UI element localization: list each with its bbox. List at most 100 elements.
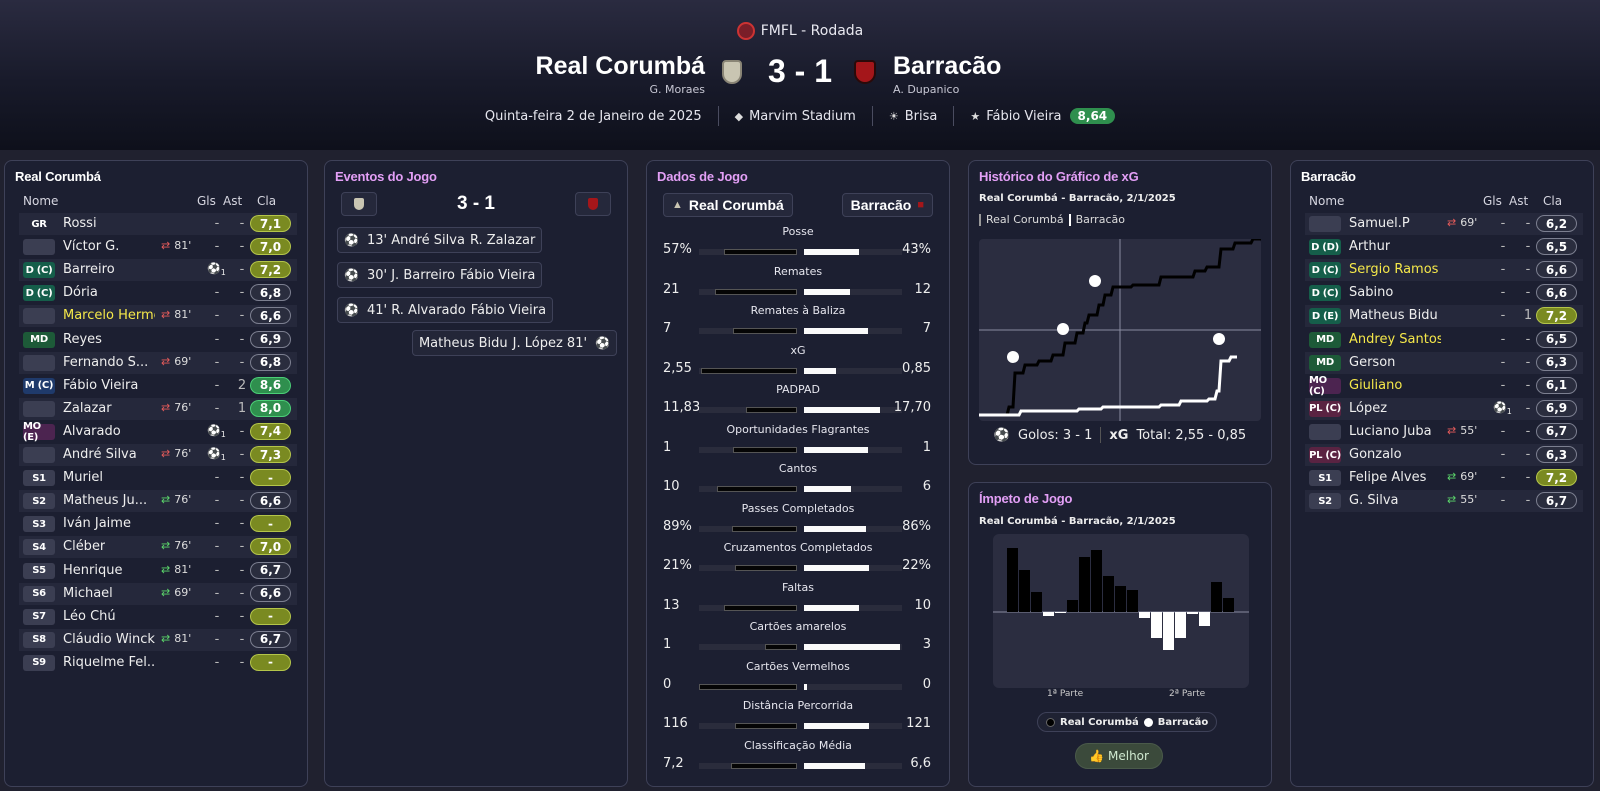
player-row[interactable]: MD Andrey Santos - -6,5 bbox=[1305, 329, 1583, 351]
col-name[interactable]: Nome bbox=[1309, 194, 1345, 208]
player-row[interactable]: D (C) Dória - -6,8 bbox=[19, 282, 297, 304]
player-row[interactable]: Fernando S... ⇄ 69' - -6,8 bbox=[19, 351, 297, 374]
player-name[interactable]: Sabino bbox=[1349, 285, 1394, 301]
player-name[interactable]: Dória bbox=[63, 285, 98, 301]
player-row[interactable]: S4 Cléber ⇄ 76' - -7,0 bbox=[19, 536, 297, 559]
player-row[interactable]: S6 Michael ⇄ 69' - -6,6 bbox=[19, 582, 297, 605]
player-name[interactable]: Michael bbox=[63, 585, 113, 601]
player-row[interactable]: D (C) Barreiro ⚽1-7,2 bbox=[19, 259, 297, 282]
best-button[interactable]: 👍 Melhor bbox=[1075, 743, 1163, 769]
event-minute: 81' bbox=[566, 335, 588, 351]
col-rating[interactable]: Cla bbox=[257, 194, 277, 208]
event-goal[interactable]: Matheus Bidu J. López 81' ⚽ bbox=[411, 330, 617, 356]
player-assists: - bbox=[1525, 377, 1531, 393]
player-row[interactable]: S1 Muriel - - - bbox=[19, 467, 297, 489]
player-name[interactable]: Giuliano bbox=[1349, 377, 1403, 393]
player-row[interactable]: S8 Cláudio Winck ⇄ 81' - -6,7 bbox=[19, 628, 297, 651]
player-name[interactable]: Riquelme Fel... bbox=[63, 654, 155, 670]
stat-home-value: 89% bbox=[663, 518, 692, 534]
player-row[interactable]: Luciano Juba ⇄ 55' - -6,7 bbox=[1305, 421, 1583, 443]
player-row[interactable]: S9 Riquelme Fel... - - - bbox=[19, 652, 297, 674]
competition[interactable]: FMFL - Rodada bbox=[0, 22, 1600, 40]
player-name[interactable]: Rossi bbox=[63, 216, 97, 231]
player-name[interactable]: Gerson bbox=[1349, 354, 1396, 370]
player-name[interactable]: Muriel bbox=[63, 470, 104, 486]
player-row[interactable]: S5 Henrique ⇄ 81' - -6,7 bbox=[19, 560, 297, 582]
player-row[interactable]: MO (C) Giuliano - -6,1 bbox=[1305, 375, 1583, 397]
momentum-title: Ímpeto de Jogo bbox=[979, 491, 1073, 506]
player-name[interactable]: Felipe Alves bbox=[1349, 470, 1427, 486]
away-mini-crest-icon bbox=[575, 192, 611, 216]
player-name[interactable]: Henrique bbox=[63, 562, 123, 578]
player-rating: 6,9 bbox=[250, 330, 291, 348]
player-row[interactable]: S1 Felipe Alves ⇄ 69' - -7,2 bbox=[1305, 467, 1583, 489]
player-name[interactable]: Gonzalo bbox=[1349, 447, 1402, 462]
player-name[interactable]: André Silva bbox=[63, 447, 137, 462]
event-goal[interactable]: ⚽ 41' R. Alvarado Fábio Vieira bbox=[337, 297, 554, 323]
player-row[interactable]: S3 Iván Jaime - - - bbox=[19, 513, 297, 535]
stat-away-value: 6,6 bbox=[910, 755, 931, 771]
player-name[interactable]: Arthur bbox=[1349, 239, 1391, 255]
player-name[interactable]: Marcelo Hermes bbox=[63, 308, 155, 324]
player-row[interactable]: S2 Matheus Ju... ⇄ 76' - -6,6 bbox=[19, 490, 297, 513]
home-team[interactable]: Real Corumbá G. Moraes bbox=[536, 52, 705, 96]
stats-away-team[interactable]: Barracão ■ bbox=[841, 193, 933, 217]
substitution-icon: ⇄ 81' bbox=[161, 239, 192, 253]
player-row[interactable]: André Silva ⇄ 76' ⚽1-7,3 bbox=[19, 444, 297, 466]
player-name[interactable]: Luciano Juba bbox=[1349, 423, 1432, 439]
player-row[interactable]: D (E) Matheus Bidu - 1 7,2 bbox=[1305, 305, 1583, 328]
player-name[interactable]: Fábio Vieira bbox=[63, 377, 139, 393]
player-name[interactable]: Léo Chú bbox=[63, 608, 116, 624]
player-name[interactable]: Iván Jaime bbox=[63, 516, 131, 532]
player-row[interactable]: PL (C) Gonzalo - -6,3 bbox=[1305, 444, 1583, 466]
col-assists[interactable]: Ast bbox=[1509, 194, 1529, 208]
away-team[interactable]: Barracão A. Dupanico bbox=[893, 52, 1001, 96]
col-name[interactable]: Nome bbox=[23, 194, 59, 208]
player-row[interactable]: MD Reyes - -6,9 bbox=[19, 329, 297, 351]
col-goals[interactable]: Gls bbox=[197, 194, 216, 208]
player-row[interactable]: PL (C) López ⚽1-6,9 bbox=[1305, 397, 1583, 420]
player-name[interactable]: Cléber bbox=[63, 539, 106, 555]
player-name[interactable]: G. Silva bbox=[1349, 493, 1399, 509]
legend-home-swatch bbox=[979, 213, 981, 226]
momentum-bar bbox=[1211, 582, 1222, 612]
player-name[interactable]: Zalazar bbox=[63, 400, 112, 416]
player-name[interactable]: López bbox=[1349, 400, 1388, 416]
player-row[interactable]: D (C) Sergio Ramos - -6,6 bbox=[1305, 259, 1583, 282]
player-row[interactable]: MD Gerson - -6,3 bbox=[1305, 351, 1583, 374]
player-row[interactable]: Víctor G. ⇄ 81' - -7,0 bbox=[19, 236, 297, 258]
sub-minute: 69' bbox=[174, 354, 192, 368]
event-goal[interactable]: ⚽ 13' André Silva R. Zalazar bbox=[337, 227, 543, 253]
col-assists[interactable]: Ast bbox=[223, 194, 243, 208]
player-row[interactable]: GR Rossi - -7,1 bbox=[19, 213, 297, 235]
player-name[interactable]: Barreiro bbox=[63, 262, 115, 278]
player-name[interactable]: Cláudio Winck bbox=[63, 631, 155, 647]
player-name[interactable]: Fernando S... bbox=[63, 354, 149, 370]
event-goal[interactable]: ⚽ 30' J. Barreiro Fábio Vieira bbox=[337, 262, 543, 288]
player-row[interactable]: D (D) Arthur - -6,5 bbox=[1305, 236, 1583, 258]
sub-minute: 76' bbox=[174, 493, 192, 507]
player-row[interactable]: MO (E) Alvarado ⚽1-7,4 bbox=[19, 421, 297, 443]
player-name[interactable]: Sergio Ramos bbox=[1349, 262, 1439, 278]
player-row[interactable]: Samuel.P ⇄ 69' - -6,2 bbox=[1305, 213, 1583, 235]
player-name[interactable]: Samuel.P bbox=[1349, 216, 1410, 231]
player-row[interactable]: Zalazar ⇄ 76' - 1 8,0 bbox=[19, 397, 297, 420]
col-rating[interactable]: Cla bbox=[1543, 194, 1563, 208]
player-name[interactable]: Matheus Ju... bbox=[63, 493, 148, 509]
player-assists: - bbox=[239, 562, 245, 578]
player-row[interactable]: D (C) Sabino - -6,6 bbox=[1305, 282, 1583, 304]
col-goals[interactable]: Gls bbox=[1483, 194, 1502, 208]
home-mini-crest-icon bbox=[341, 192, 377, 216]
player-of-match[interactable]: Fábio Vieira bbox=[986, 108, 1062, 124]
player-name[interactable]: Reyes bbox=[63, 331, 102, 347]
player-row[interactable]: S7 Léo Chú - - - bbox=[19, 606, 297, 628]
player-name[interactable]: Andrey Santos bbox=[1349, 331, 1441, 347]
player-name[interactable]: Víctor G. bbox=[63, 239, 120, 255]
player-row[interactable]: S2 G. Silva ⇄ 55' - -6,7 bbox=[1305, 490, 1583, 513]
stat-label: Cruzamentos Completados bbox=[723, 541, 873, 554]
player-name[interactable]: Matheus Bidu bbox=[1349, 308, 1438, 324]
stats-home-team[interactable]: ▲ Real Corumbá bbox=[663, 193, 793, 217]
player-row[interactable]: Marcelo Hermes⇄81'--6,6 bbox=[19, 305, 297, 328]
player-row[interactable]: M (C) Fábio Vieira - 2 8,6 bbox=[19, 375, 297, 397]
player-name[interactable]: Alvarado bbox=[63, 423, 121, 439]
